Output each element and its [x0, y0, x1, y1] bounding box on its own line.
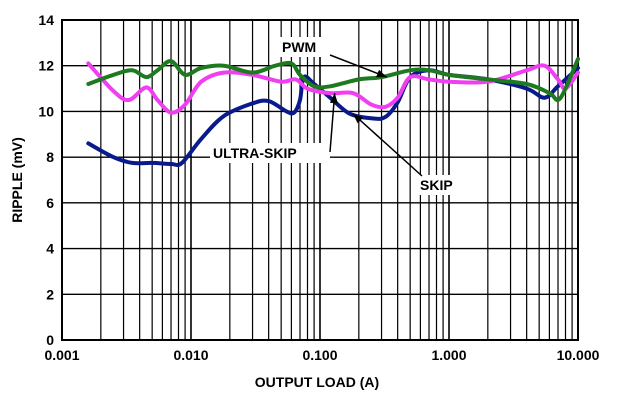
x-tick-label: 10.000: [557, 347, 600, 363]
chart-grid: [62, 20, 578, 340]
series-line-skip: [86, 61, 580, 115]
annotation-arrowhead: [352, 113, 364, 124]
annotation-bg: [210, 143, 330, 163]
y-tick-label: 10: [38, 103, 54, 119]
tick-labels: 0.001 0.010 0.100 1.000 10.000 0 2 4 6 8 10 12 14: [38, 12, 599, 363]
y-tick-label: 8: [46, 149, 54, 165]
annotation-bg: [279, 37, 329, 57]
annotation-label: PWM: [282, 39, 316, 55]
annotation-label: SKIP: [420, 177, 453, 193]
annotations: PWM ULTRA-SKIP SKIP: [210, 37, 463, 195]
annotation-arrowhead: [329, 93, 338, 104]
x-tick-label: 0.010: [173, 347, 208, 363]
y-tick-label: 4: [46, 241, 54, 257]
series-line-pwm: [86, 56, 580, 103]
plot-frame: [61, 19, 579, 341]
x-tick-label: 1.000: [431, 347, 466, 363]
y-tick-label: 14: [38, 12, 54, 28]
y-axis-title: RIPPLE (mV): [9, 137, 25, 223]
y-tick-label: 0: [46, 332, 54, 348]
annotation-label: ULTRA-SKIP: [213, 145, 297, 161]
x-tick-label: 0.001: [44, 347, 79, 363]
x-tick-label: 0.100: [302, 347, 337, 363]
y-tick-label: 12: [38, 58, 54, 74]
annotation-leader: [329, 54, 388, 78]
annotation-bg: [417, 175, 463, 195]
y-tick-label: 6: [46, 195, 54, 211]
series-layer: [86, 56, 580, 168]
annotation-leader: [352, 113, 423, 177]
x-axis-title: OUTPUT LOAD (A): [255, 374, 379, 390]
y-tick-label: 2: [46, 286, 54, 302]
annotation-arrowhead: [376, 69, 387, 78]
